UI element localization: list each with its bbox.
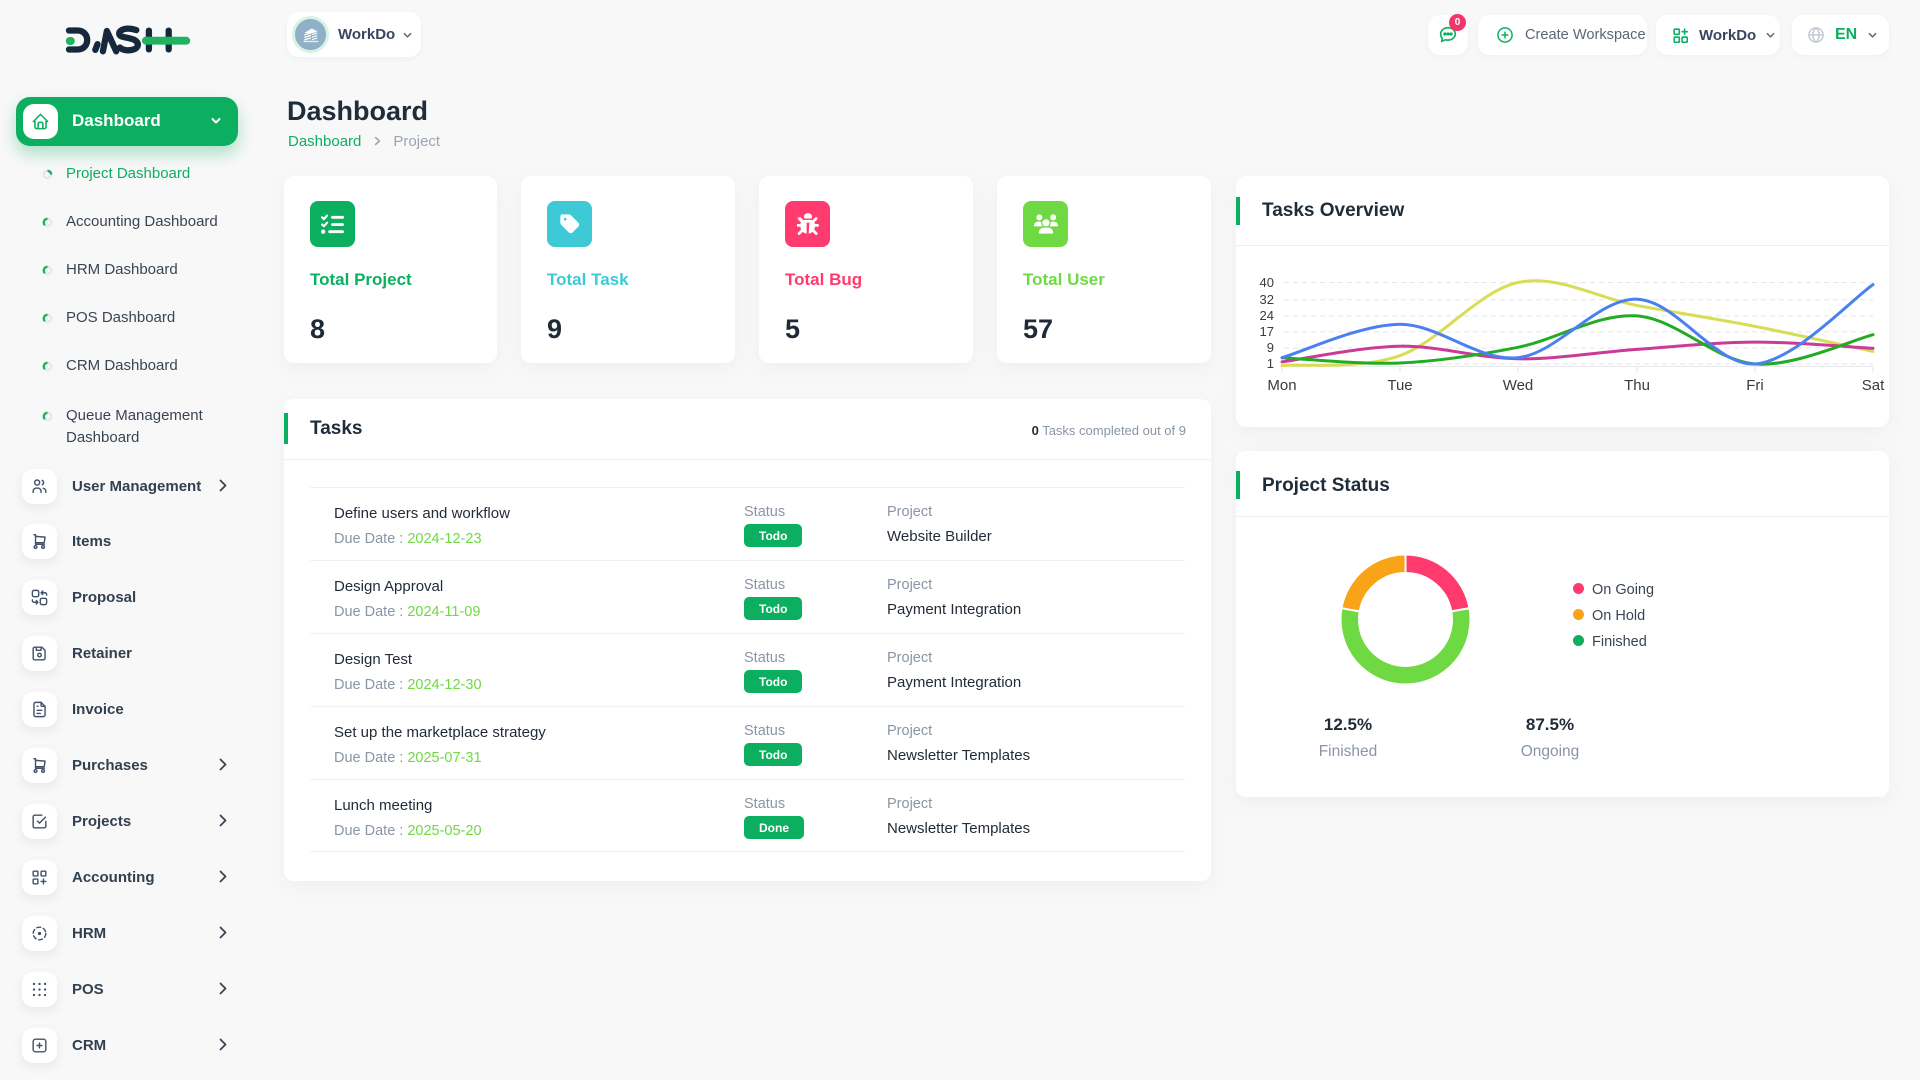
svg-text:40: 40 xyxy=(1260,275,1274,290)
svg-text:Mon: Mon xyxy=(1267,377,1296,394)
svg-text:Tue: Tue xyxy=(1387,377,1412,394)
svg-text:Wed: Wed xyxy=(1503,377,1534,394)
svg-text:32: 32 xyxy=(1260,292,1274,307)
svg-text:9: 9 xyxy=(1267,340,1274,355)
svg-text:1: 1 xyxy=(1267,356,1274,371)
svg-text:Sat: Sat xyxy=(1862,377,1885,394)
svg-text:17: 17 xyxy=(1260,324,1274,339)
svg-text:Fri: Fri xyxy=(1746,377,1764,394)
svg-text:Thu: Thu xyxy=(1624,377,1650,394)
svg-text:24: 24 xyxy=(1260,308,1274,323)
